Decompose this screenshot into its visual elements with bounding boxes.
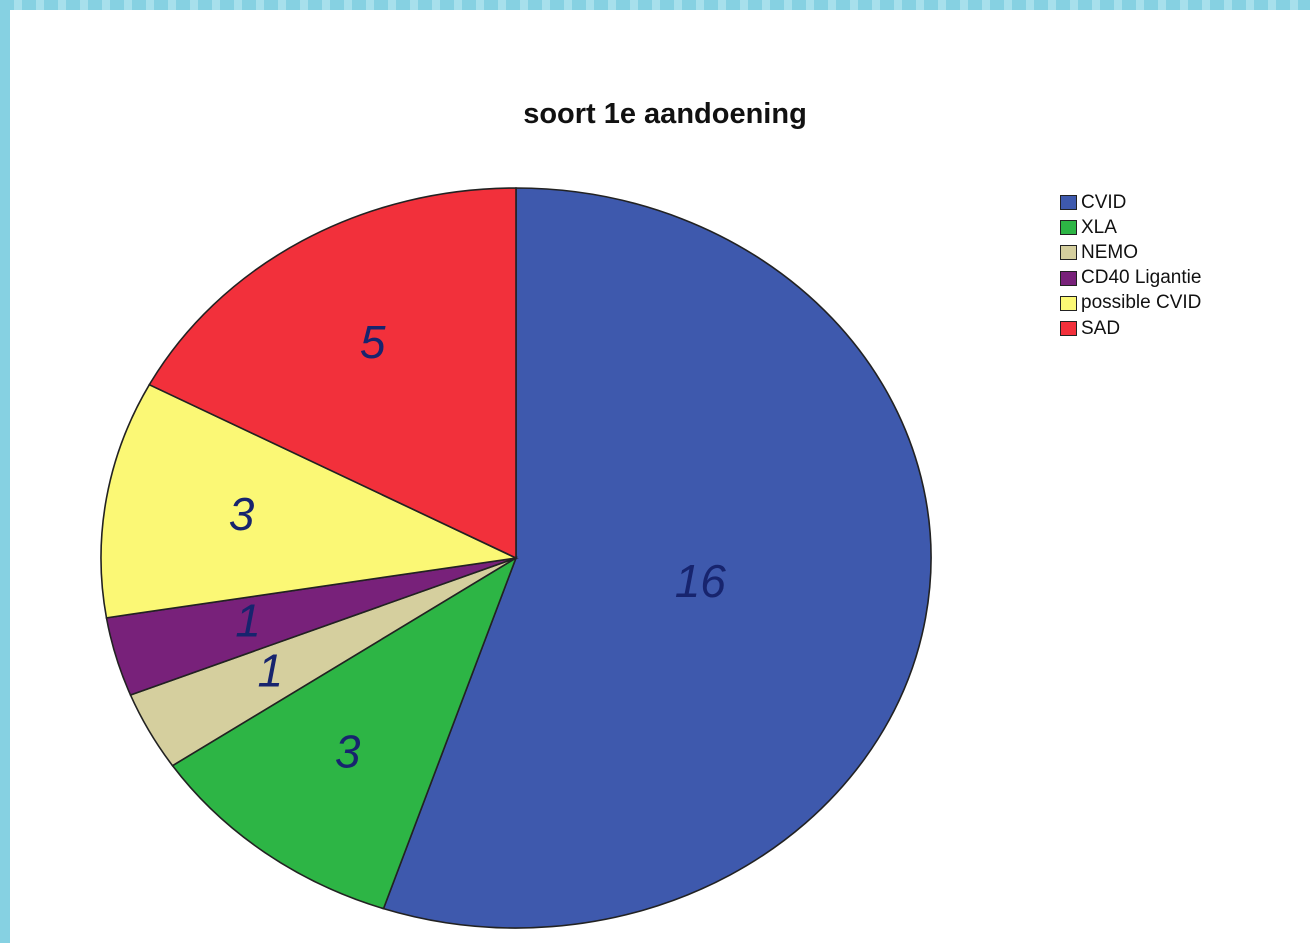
legend-item-sad: SAD (1060, 316, 1201, 341)
pie-slice-possible-cvid (100, 383, 519, 619)
legend-item-possible-cvid: possible CVID (1060, 291, 1201, 316)
legend-item-cd40-ligantie: CD40 Ligantie (1060, 266, 1201, 291)
legend-item-cvid: CVID (1060, 190, 1201, 215)
data-label-xla: 3 (335, 726, 361, 778)
legend-label-cd40-ligantie: CD40 Ligantie (1081, 267, 1202, 289)
data-label-possible-cvid: 3 (229, 488, 255, 540)
legend-label-xla: XLA (1081, 216, 1117, 238)
data-label-cd40-ligantie: 1 (235, 594, 261, 646)
data-label-cvid: 16 (675, 555, 727, 607)
legend-label-possible-cvid: possible CVID (1081, 292, 1202, 314)
chart-title: soort 1e aandoening (523, 98, 807, 130)
data-label-nemo: 1 (258, 644, 284, 696)
legend-label-nemo: NEMO (1081, 241, 1138, 263)
data-label-sad: 5 (360, 316, 386, 368)
frame-left-border (0, 0, 10, 943)
pie-slice-xla (171, 556, 518, 910)
legend-swatch-cvid (1060, 195, 1077, 211)
legend-swatch-sad (1060, 321, 1077, 337)
legend-item-xla: XLA (1060, 215, 1201, 240)
pie-slice-sad (148, 187, 517, 560)
legend-swatch-nemo (1060, 245, 1077, 261)
legend-swatch-xla (1060, 220, 1077, 236)
legend: CVID XLA NEMO CD40 Ligantie possible CVID SAD (1060, 190, 1201, 341)
frame-top-border (0, 0, 1310, 10)
legend-label-sad: SAD (1081, 317, 1121, 339)
legend-swatch-possible-cvid (1060, 295, 1077, 311)
pie-slice-cvid (382, 187, 932, 929)
legend-item-nemo: NEMO (1060, 240, 1201, 265)
legend-swatch-cd40-ligantie (1060, 270, 1077, 286)
legend-label-cvid: CVID (1081, 191, 1127, 213)
